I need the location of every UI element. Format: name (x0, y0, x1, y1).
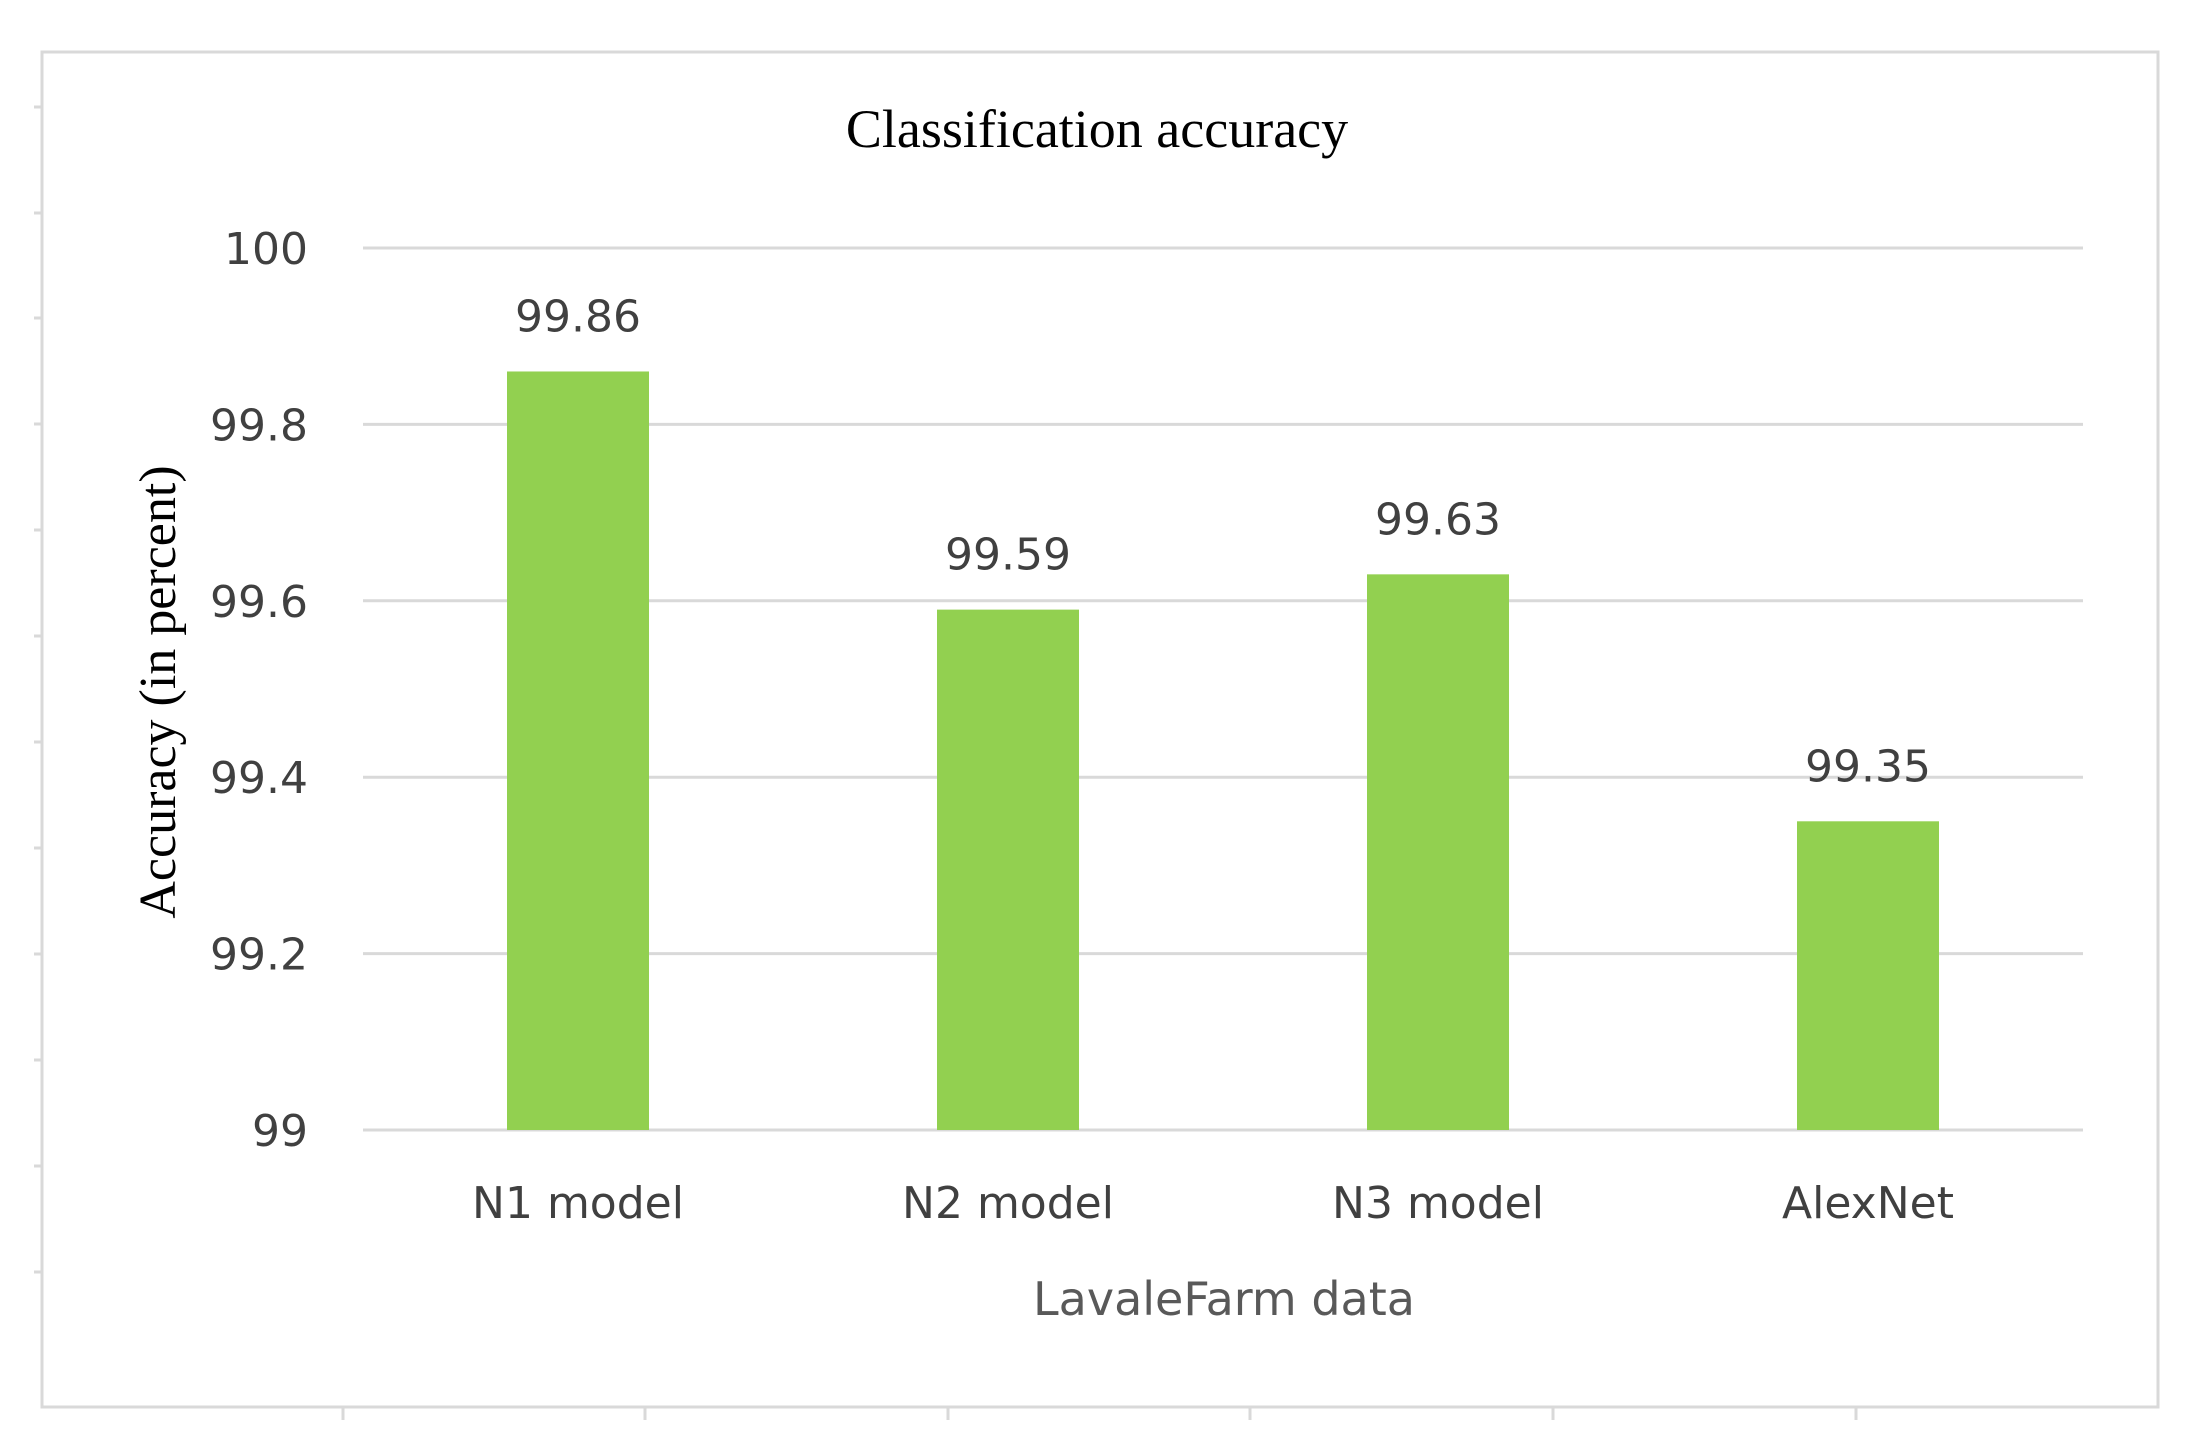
x-axis-title: LavaleFarm data (1033, 1272, 1415, 1326)
y-tick-labels: 99 99.2 99.4 99.6 99.8 100 (210, 224, 308, 1157)
x-tick-label: N3 model (1332, 1178, 1544, 1229)
x-tick-label: N1 model (472, 1178, 684, 1229)
chart-title: Classification accuracy (846, 99, 1348, 159)
bar (1367, 574, 1509, 1130)
frame-tick-marks (34, 105, 1858, 1420)
y-axis-title: Accuracy (in percent) (130, 465, 187, 918)
y-tick-label: 99.4 (210, 753, 308, 804)
chart-frame (40, 50, 2160, 1409)
bar (1797, 821, 1939, 1130)
bar (937, 609, 1079, 1130)
data-labels: 99.86 99.59 99.63 99.35 (515, 291, 1931, 792)
data-label: 99.59 (945, 530, 1071, 581)
x-tick-label: AlexNet (1782, 1178, 1954, 1229)
gridlines (363, 246, 2083, 1132)
bars (507, 371, 1939, 1131)
x-tick-label: N2 model (902, 1178, 1114, 1229)
y-tick-label: 99.6 (210, 577, 308, 628)
bar (507, 371, 649, 1131)
data-label: 99.63 (1375, 494, 1501, 545)
x-tick-labels: N1 model N2 model N3 model AlexNet (472, 1178, 1954, 1229)
y-tick-label: 99.8 (210, 400, 308, 451)
y-tick-label: 99.2 (210, 930, 308, 981)
data-label: 99.35 (1805, 741, 1931, 792)
y-tick-label: 99 (252, 1106, 308, 1157)
y-tick-label: 100 (224, 224, 308, 275)
data-label: 99.86 (515, 291, 641, 342)
